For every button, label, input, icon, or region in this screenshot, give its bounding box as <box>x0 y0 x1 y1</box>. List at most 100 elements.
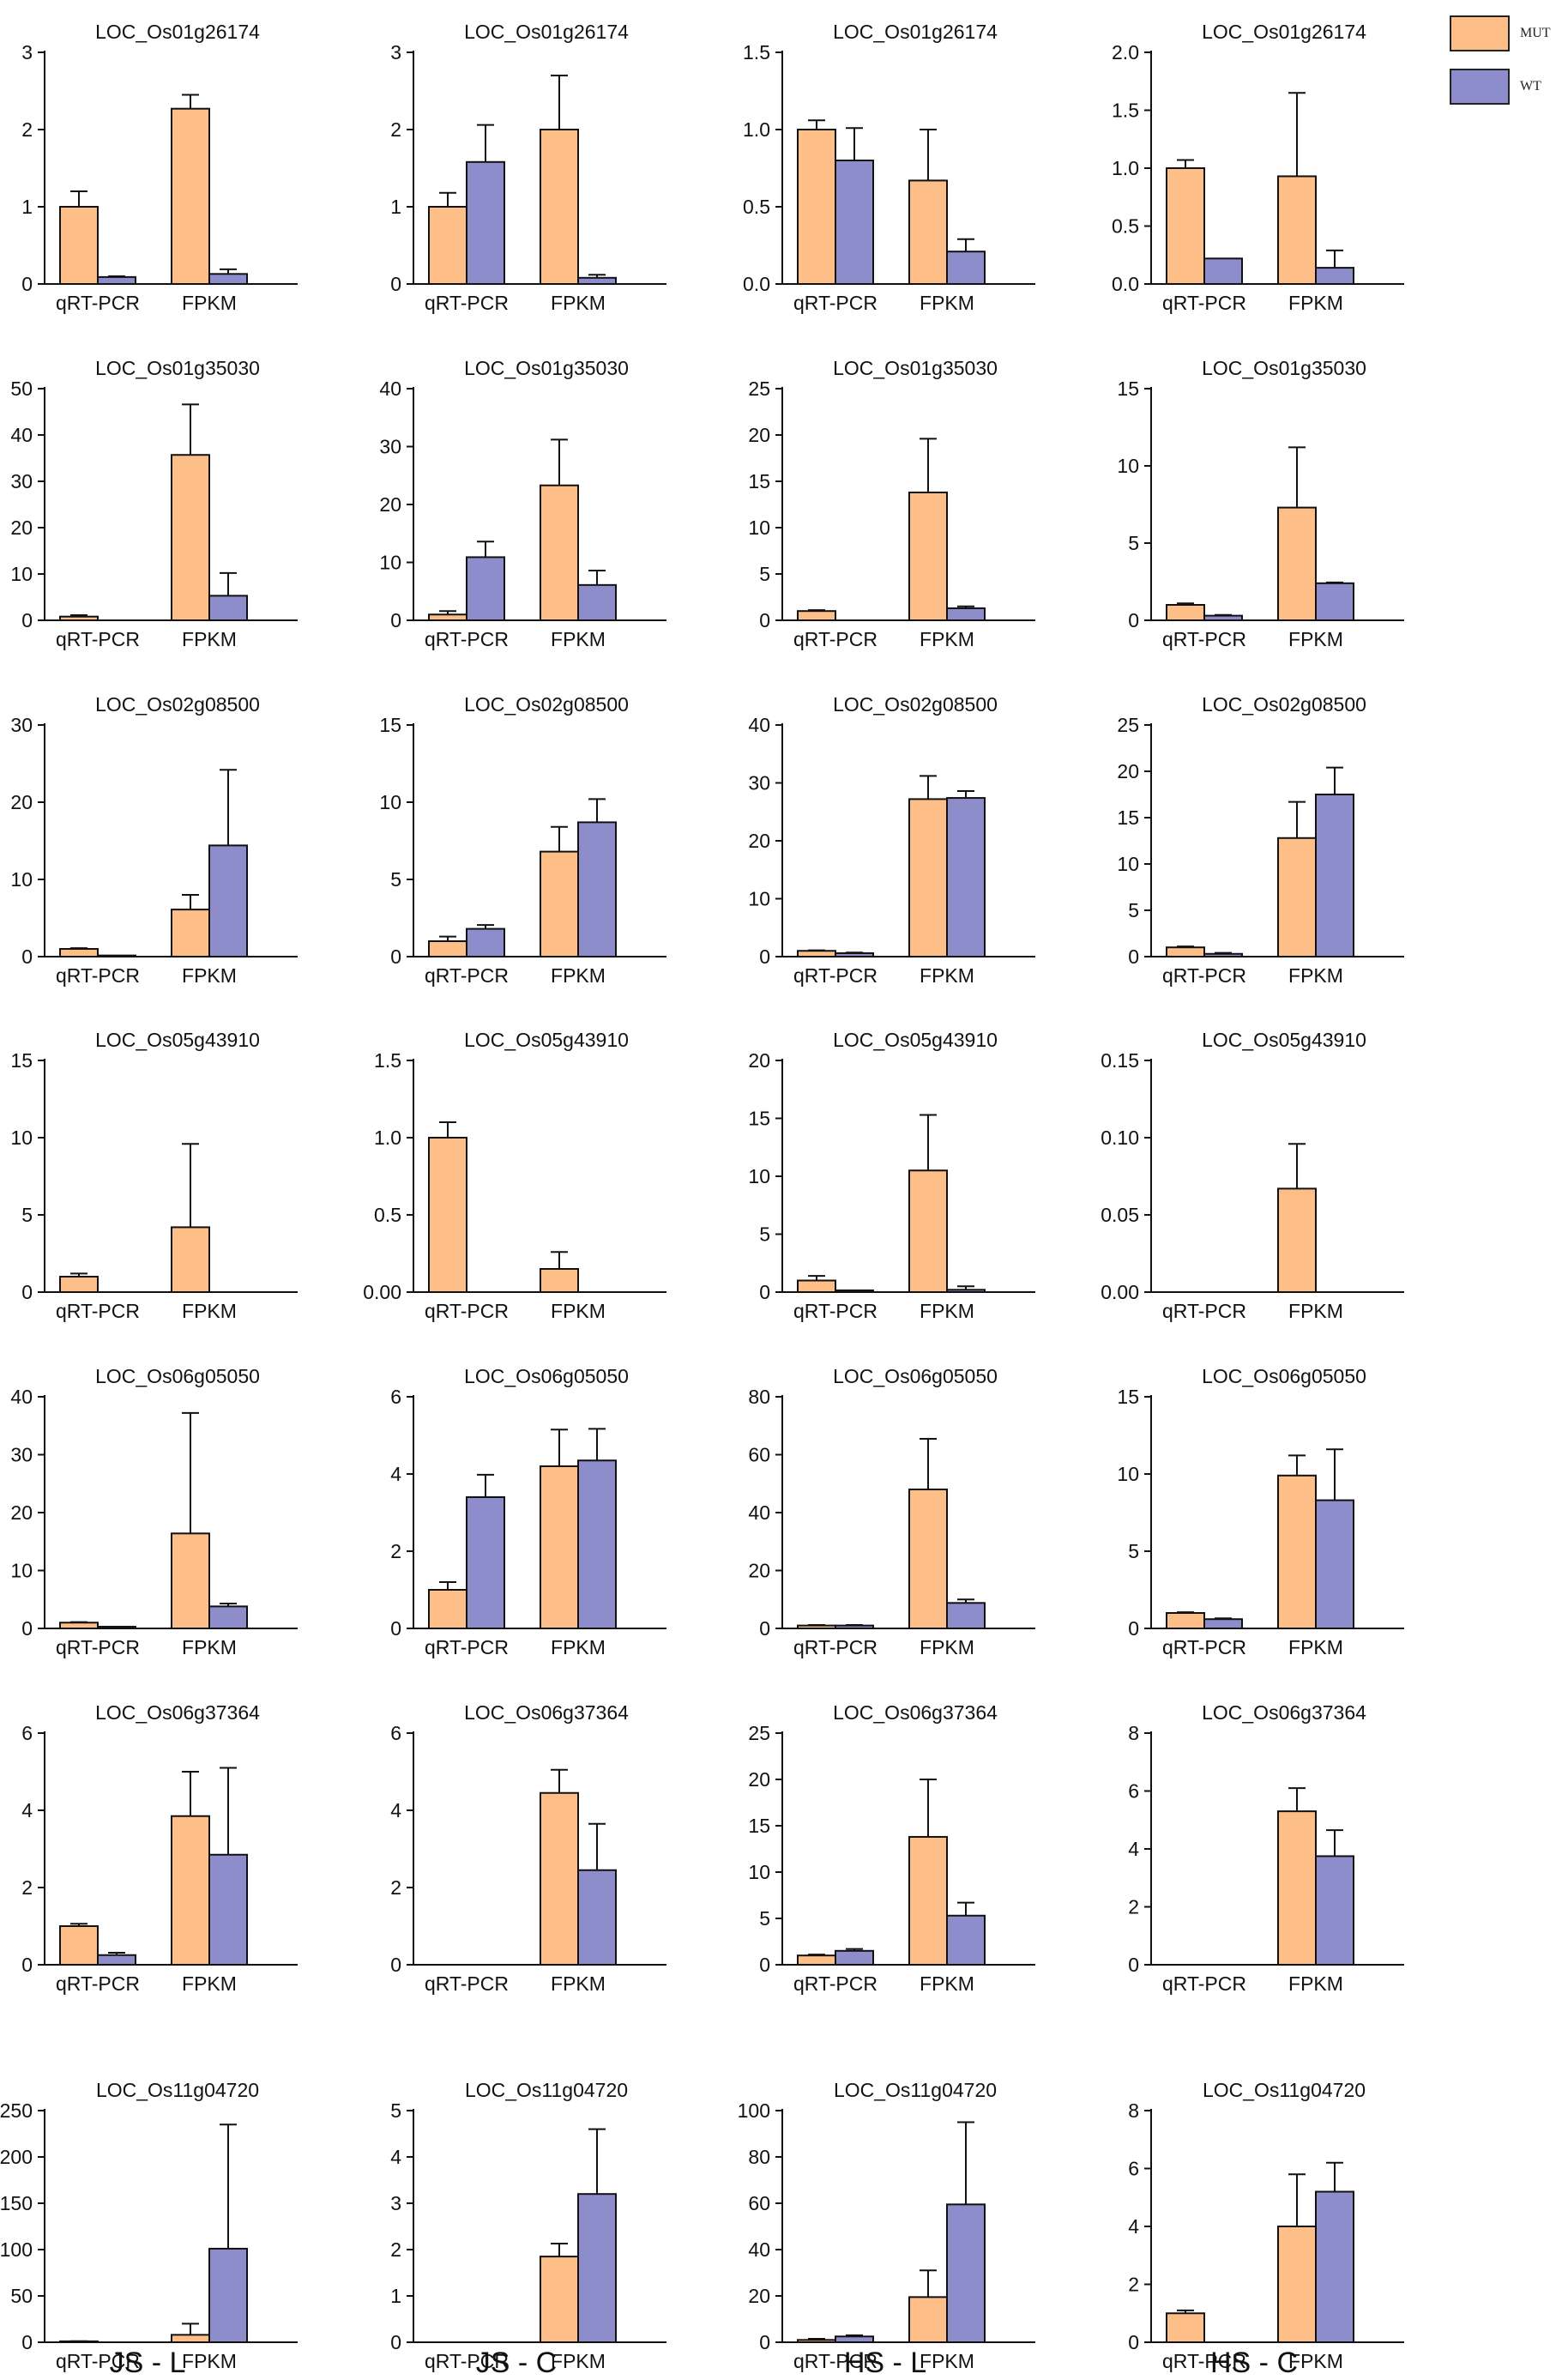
panel-r6-c3-mut-fpkm-bar <box>908 1835 948 1966</box>
panel-r3-c3-mut-fpkm-error <box>920 775 937 800</box>
panel-r5-c3-xlabel-qrtpcr: qRT-PCR <box>793 1636 877 1658</box>
panel-r5-c4-ytick-label-1: 5 <box>1128 1540 1139 1562</box>
panel-r7-c3-title: LOC_Os11g04720 <box>834 2079 997 2101</box>
panel-r2-c4-wt-fpkm-bar <box>1315 582 1354 621</box>
panel-r7-c1-ytick-label-3: 150 <box>0 2192 33 2214</box>
panel-r5-c3-mut-qrtpcr-error <box>808 1623 825 1626</box>
panel-r6-c3-mut-fpkm-error <box>920 1779 937 1837</box>
panel-r4-c1-xlabel-qrtpcr: qRT-PCR <box>56 1300 140 1322</box>
panel-r2-c4-ytick-label-3: 15 <box>1117 378 1139 400</box>
panel-r6-c2-mut-fpkm-bar <box>540 1791 579 1966</box>
panel-r2-c1-ytick-label-2: 20 <box>10 516 33 539</box>
panel-r5-c2-wt-fpkm-error <box>588 1428 606 1461</box>
panel-r7-c2-ytick-label-1: 1 <box>390 2285 401 2307</box>
panel-r2-c2-ytick-label-3: 30 <box>379 436 401 458</box>
panel-r2-c4-wt-qrtpcr-error <box>1215 613 1232 616</box>
panel-r3-c4-wt-fpkm-bar <box>1315 794 1354 957</box>
panel-r1-c4-mut-fpkm-bar <box>1277 175 1317 285</box>
panel-r3-c4-ytick-label-3: 15 <box>1117 806 1139 829</box>
panel-r6-c1: LOC_Os06g37364 0 2 4 6 qRT-PCR FPKM <box>21 1701 298 1995</box>
panel-r4-c4-ytick-label-0: 0.00 <box>1101 1281 1139 1303</box>
panel-r7-c4-mut-qrtpcr-bar <box>1166 2312 1205 2343</box>
panel-r1-c2-mut-qrtpcr-bar <box>428 206 467 285</box>
panel-r2-c3-title: LOC_Os01g35030 <box>833 357 998 379</box>
panel-r1-c3-wt-fpkm-error <box>957 238 974 252</box>
panel-r2-c3-ytick-label-3: 15 <box>748 470 770 492</box>
panel-r3-c2-mut-qrtpcr-bar <box>428 940 467 957</box>
panel-r2-c4-xlabel-qrtpcr: qRT-PCR <box>1162 628 1246 650</box>
panel-r4-c3-mut-qrtpcr-bar <box>797 1279 836 1293</box>
panel-r7-c2-title: LOC_Os11g04720 <box>465 2079 628 2101</box>
panel-r4-c1: LOC_Os05g43910 0 5 10 15 qRT-PCR FPKM <box>10 1029 298 1322</box>
panel-r3-c2-wt-qrtpcr-error <box>477 924 494 929</box>
panel-r3-c3-ytick-label-2: 20 <box>748 830 770 852</box>
panel-r7-c2-ytick-label-3: 3 <box>390 2192 401 2214</box>
panel-r7-c2-ytick-label-2: 2 <box>390 2238 401 2261</box>
panel-r5-c4-ytick-label-2: 10 <box>1117 1463 1139 1485</box>
panel-r5-c2-wt-qrtpcr-error <box>477 1473 494 1497</box>
panel-r3-c1-mut-fpkm-bar <box>171 909 210 957</box>
panel-r2-c2-title: LOC_Os01g35030 <box>464 357 629 379</box>
panel-r7-c1-wt-fpkm-bar <box>208 2247 248 2343</box>
panel-r6-c1-mut-qrtpcr-bar <box>59 1925 99 1966</box>
panel-r6-c1-mut-fpkm-bar <box>171 1815 210 1966</box>
panel-r1-c2-wt-qrtpcr-bar <box>466 160 505 285</box>
panel-r3-c2-ytick-label-3: 15 <box>379 714 401 736</box>
panel-r1-c4-mut-qrtpcr-bar <box>1166 167 1205 285</box>
panel-r1-c4-ytick-label-4: 2.0 <box>1112 41 1139 63</box>
panel-r5-c4-mut-fpkm-error <box>1288 1454 1306 1476</box>
panel-r5-c2-mut-qrtpcr-bar <box>428 1589 467 1629</box>
panel-r7-c4-xlabel-qrtpcr: qRT-PCR <box>1162 2350 1246 2372</box>
panel-r2-c3-ytick-label-0: 0 <box>759 609 770 631</box>
panel-r5-c3-ytick-label-1: 20 <box>748 1560 770 1582</box>
panel-r1-c1-wt-fpkm-error <box>220 268 237 275</box>
panel-r2-c4-ytick-label-0: 0 <box>1128 609 1139 631</box>
panel-r1-c1-ytick-label-2: 2 <box>21 118 33 141</box>
panel-r3-c4-mut-fpkm-error <box>1288 800 1306 838</box>
panel-r3-c1-title: LOC_Os02g08500 <box>95 693 260 716</box>
panel-r7-c3-wt-qrtpcr-bar <box>835 2335 874 2343</box>
panel-r2-c2-wt-qrtpcr-bar <box>466 556 505 621</box>
panel-r1-c3: LOC_Os01g26174 0.0 0.5 1.0 1.5 qRT-PCR FPKM <box>743 21 1035 314</box>
panel-r1-c2-xlabel-fpkm: FPKM <box>551 292 606 314</box>
panel-r3-c3-xlabel-fpkm: FPKM <box>920 964 974 987</box>
panel-r7-c1-mut-fpkm-error <box>182 2323 199 2335</box>
panel-r5-c2-ytick-label-1: 2 <box>390 1540 401 1562</box>
panel-r4-c4-mut-fpkm-bar <box>1277 1187 1317 1294</box>
panel-r7-c3: LOC_Os11g04720 0 20 40 60 80 100 qRT-PCR FPKM <box>738 2079 1035 2372</box>
column-label-3: HS - L <box>844 2347 926 2379</box>
panel-r7-c1: LOC_Os11g04720 0 50 100 150 200 250 qRT-PCR FPKM <box>0 2079 298 2372</box>
panel-r4-c2-mut-qrtpcr-error <box>439 1121 456 1138</box>
panel-r3-c3-ytick-label-4: 40 <box>748 714 770 736</box>
panel-r1-c3-ytick-label-3: 1.5 <box>743 41 770 63</box>
panel-r3-c4-wt-qrtpcr-error <box>1215 951 1232 954</box>
panel-r4-c2-mut-qrtpcr-bar <box>428 1137 467 1293</box>
panel-r5-c4-ytick-label-3: 15 <box>1117 1386 1139 1408</box>
panel-r3-c2-xlabel-qrtpcr: qRT-PCR <box>425 964 509 987</box>
panel-r2-c3-ytick-label-2: 10 <box>748 516 770 539</box>
panel-r4-c4-ytick-label-2: 0.10 <box>1101 1127 1139 1149</box>
panel-r1-c4-wt-fpkm-bar <box>1315 267 1354 286</box>
panel-r3-c2-wt-fpkm-error <box>588 798 606 823</box>
panel-r7-c3-ytick-label-4: 80 <box>748 2146 770 2168</box>
panel-r6-c2-ytick-label-1: 2 <box>390 1876 401 1899</box>
panel-r6-c4-ytick-label-2: 4 <box>1128 1838 1139 1860</box>
panel-r3-c2-xlabel-fpkm: FPKM <box>551 964 606 987</box>
panel-r4-c1-xlabel-fpkm: FPKM <box>182 1300 237 1322</box>
panel-r1-c1-mut-qrtpcr-error <box>70 190 87 207</box>
panel-r3-c3-wt-fpkm-bar <box>946 797 986 957</box>
panel-r1-c2-wt-qrtpcr-error <box>477 124 494 162</box>
panel-r7-c3-ytick-label-1: 20 <box>748 2285 770 2307</box>
panel-r2-c4-title: LOC_Os01g35030 <box>1202 357 1366 379</box>
panel-r6-c1-ytick-label-1: 2 <box>21 1876 33 1899</box>
panel-r4-c3-ytick-label-3: 15 <box>748 1108 770 1130</box>
panel-r4-c4: LOC_Os05g43910 0.00 0.05 0.10 0.15 qRT-PCR FPK… <box>1101 1029 1404 1322</box>
panel-r1-c2-xlabel-qrtpcr: qRT-PCR <box>425 292 509 314</box>
panel-r6-c4-wt-fpkm-bar <box>1315 1855 1354 1966</box>
panel-r5-c3-ytick-label-3: 60 <box>748 1444 770 1466</box>
panel-r7-c1-xlabel-fpkm: FPKM <box>182 2350 237 2372</box>
panel-r3-c2-wt-qrtpcr-bar <box>466 927 505 957</box>
panel-r5-c4-xlabel-fpkm: FPKM <box>1288 1636 1343 1658</box>
panel-r3-c2-title: LOC_Os02g08500 <box>464 693 629 716</box>
panel-r6-c3-ytick-label-2: 10 <box>748 1861 770 1883</box>
